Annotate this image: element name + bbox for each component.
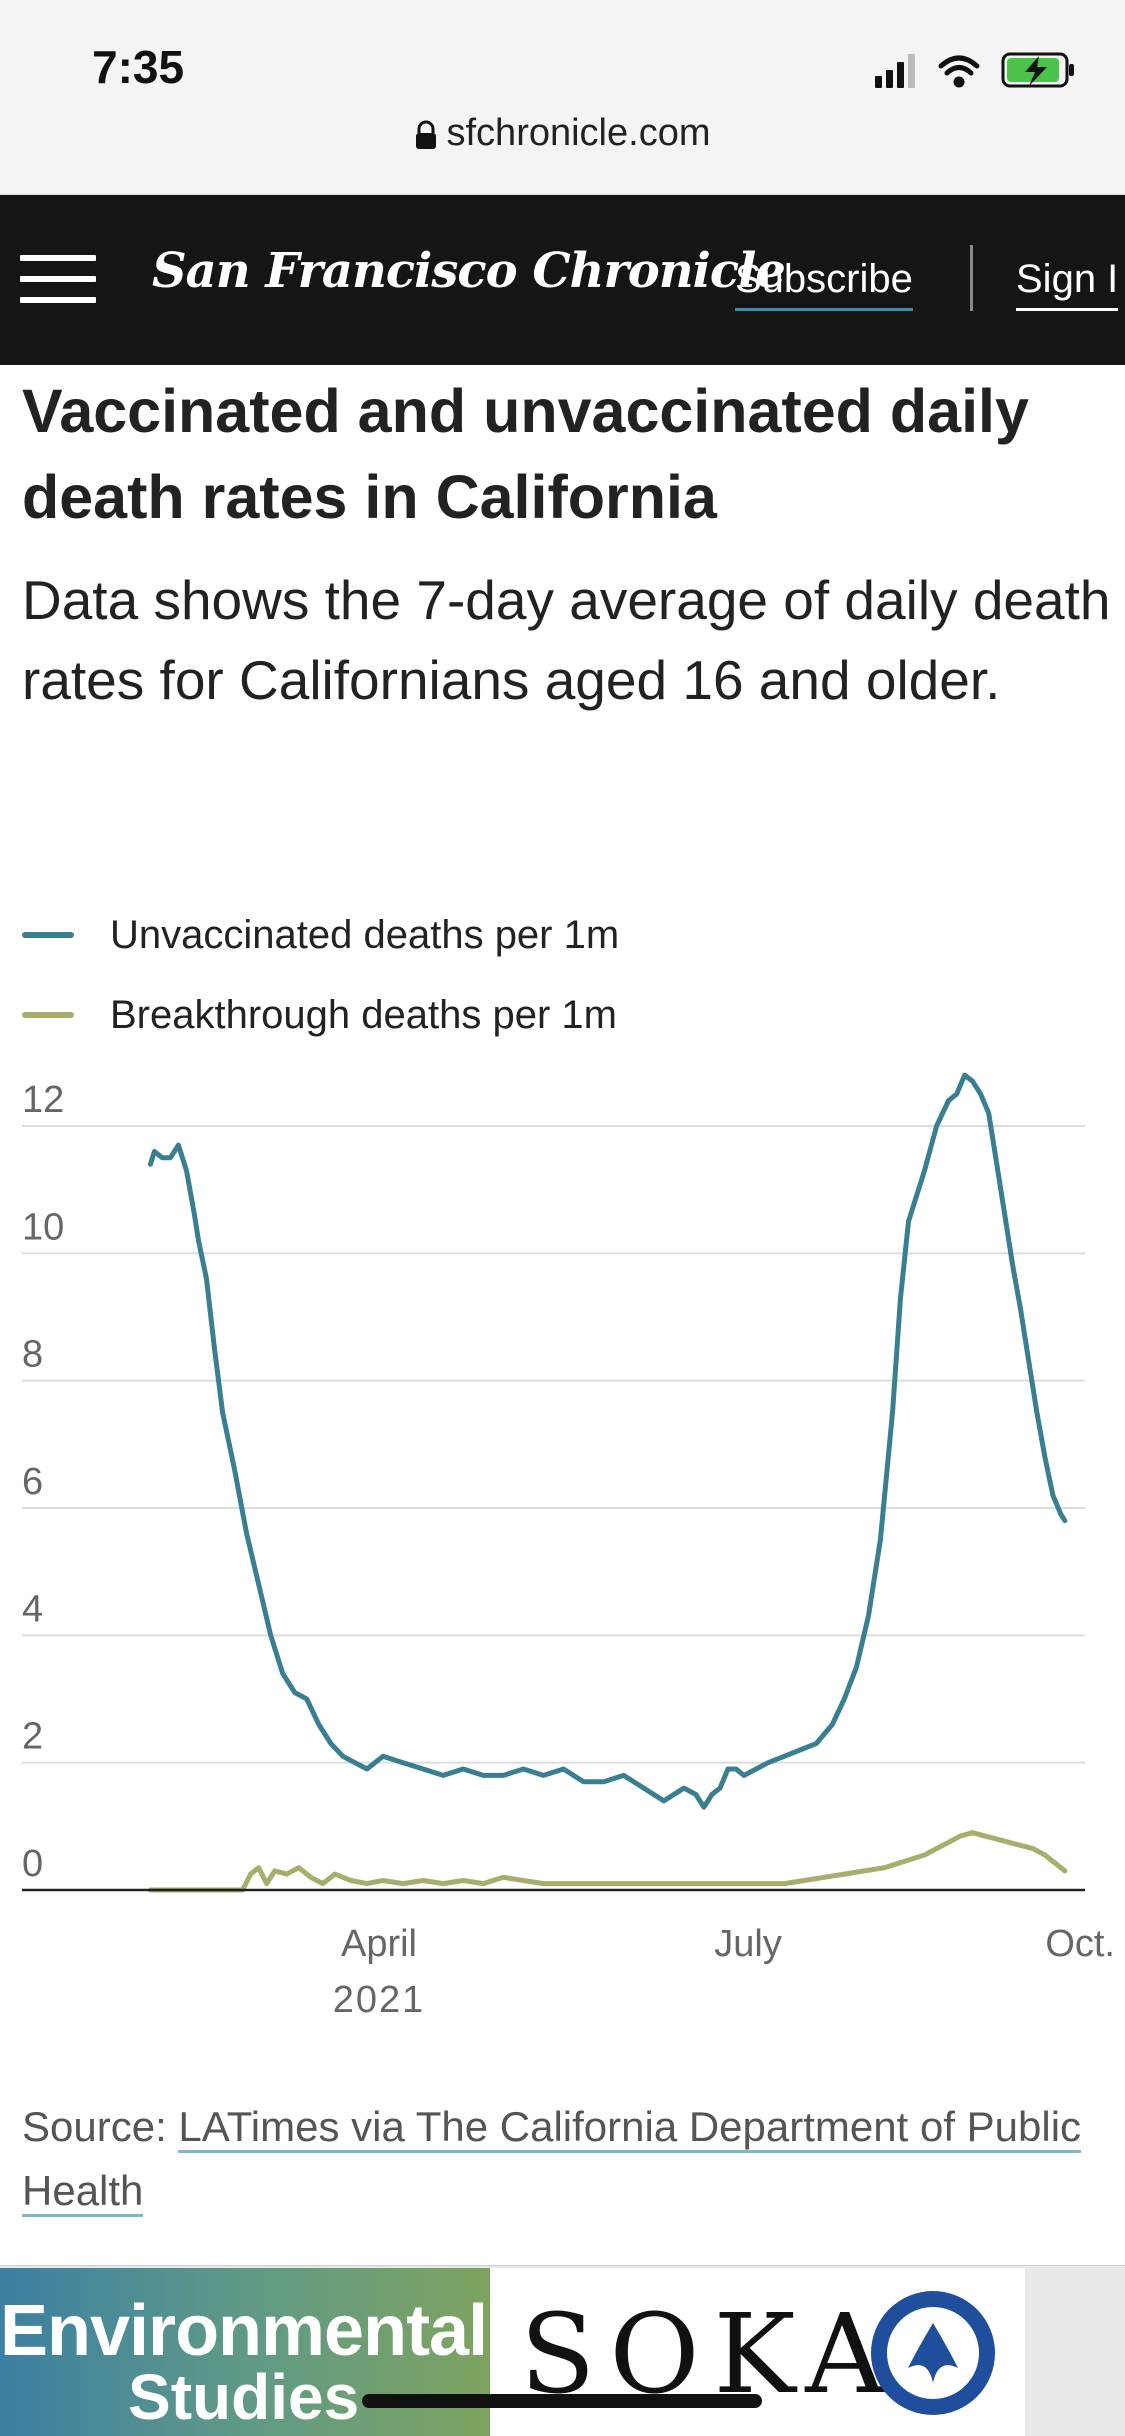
x-tick-label: Oct. bbox=[1045, 1923, 1115, 1965]
url-bar[interactable]: sfchronicle.com bbox=[0, 112, 1125, 155]
sign-in-link[interactable]: Sign I bbox=[1016, 257, 1119, 311]
y-tick-label: 4 bbox=[22, 1588, 43, 1630]
nav-divider bbox=[970, 245, 973, 311]
x-tick-sublabel: 2021 bbox=[333, 1979, 426, 2021]
y-tick-label: 8 bbox=[22, 1334, 43, 1376]
x-tick-label: July bbox=[714, 1923, 782, 1965]
url-text: sfchronicle.com bbox=[446, 112, 711, 154]
ad-banner[interactable]: Environmental Studies SOKA bbox=[0, 2265, 1125, 2436]
ad-line-1: Environmental bbox=[0, 2291, 488, 2371]
masthead-logo[interactable]: San Francisco Chronicle bbox=[152, 243, 786, 299]
legend-label-breakthrough: Breakthrough deaths per 1m bbox=[110, 992, 617, 1037]
series-line-breakthrough bbox=[147, 1830, 1068, 1893]
signal-icon bbox=[875, 54, 915, 88]
legend-item-breakthrough: Breakthrough deaths per 1m bbox=[22, 975, 619, 1055]
ad-environmental-studies[interactable]: Environmental Studies bbox=[0, 2268, 490, 2436]
chart-title: Vaccinated and unvaccinated daily death … bbox=[22, 377, 1029, 531]
battery-charging-icon bbox=[1001, 52, 1074, 88]
x-tick-label: April bbox=[341, 1923, 417, 1965]
chart-source: Source: LATimes via The California Depar… bbox=[22, 2095, 1112, 2223]
chart-legend: Unvaccinated deaths per 1m Breakthrough … bbox=[22, 895, 619, 1055]
y-tick-label: 6 bbox=[22, 1461, 43, 1503]
legend-item-unvaccinated: Unvaccinated deaths per 1m bbox=[22, 895, 619, 975]
site-header: San Francisco Chronicle Subscribe Sign I bbox=[0, 195, 1125, 365]
home-indicator bbox=[362, 2394, 762, 2408]
browser-chrome: 7:35 sfchronicle.com bbox=[0, 0, 1125, 195]
series-line-unvaccinated bbox=[147, 1072, 1068, 1810]
ad-soka-university[interactable]: SOKA bbox=[490, 2268, 1025, 2436]
legend-label-unvaccinated: Unvaccinated deaths per 1m bbox=[110, 912, 620, 957]
subscribe-link[interactable]: Subscribe bbox=[735, 257, 913, 311]
source-prefix: Source: bbox=[22, 2103, 179, 2150]
ad-line-2: Studies bbox=[128, 2361, 360, 2433]
legend-swatch-unvaccinated bbox=[22, 932, 74, 938]
lock-icon bbox=[415, 120, 436, 149]
line-chart: 0 2 4 6 8 10 12 April 2021 July Oct. bbox=[22, 1072, 1115, 2021]
status-icons bbox=[875, 52, 1074, 88]
y-tick-label: 2 bbox=[22, 1716, 43, 1758]
chart-subtitle: Data shows the 7-day average of daily de… bbox=[22, 569, 1111, 711]
legend-swatch-breakthrough bbox=[22, 1012, 74, 1018]
status-time: 7:35 bbox=[92, 41, 185, 93]
menu-icon[interactable] bbox=[20, 255, 96, 303]
y-tick-label: 10 bbox=[22, 1206, 64, 1248]
y-tick-label: 12 bbox=[22, 1079, 64, 1121]
y-tick-label: 0 bbox=[22, 1843, 43, 1885]
source-link[interactable]: LATimes via The California Department of… bbox=[22, 2103, 1082, 2217]
university-seal-icon bbox=[871, 2291, 995, 2415]
wifi-icon bbox=[938, 55, 980, 88]
